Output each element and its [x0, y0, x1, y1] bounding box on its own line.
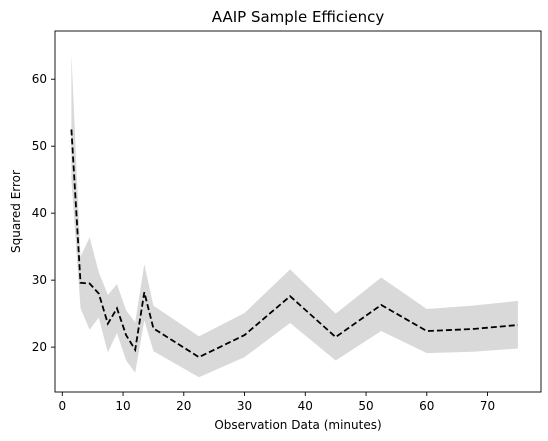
y-tick-label: 30 — [32, 273, 47, 287]
plot-frame — [54, 30, 542, 393]
x-tick-label: 20 — [176, 399, 191, 413]
x-tick-label: 10 — [115, 399, 130, 413]
error-band-layer — [71, 54, 518, 378]
x-tick-label: 50 — [358, 399, 373, 413]
y-axis-ticks: 20 30 40 50 60 — [32, 72, 55, 354]
mean-error-line — [70, 129, 518, 359]
x-tick-label: 40 — [298, 399, 313, 413]
axes — [54, 30, 542, 393]
y-tick-label: 20 — [32, 340, 47, 354]
y-tick-label: 60 — [32, 72, 47, 86]
y-axis-label: Squared Error — [9, 170, 23, 253]
x-tick-label: 60 — [419, 399, 434, 413]
chart-title: AAIP Sample Efficiency — [212, 8, 385, 26]
x-tick-label: 30 — [237, 399, 252, 413]
x-tick-label: 70 — [480, 399, 495, 413]
x-axis-ticks: 0 10 20 30 40 50 60 70 — [58, 392, 495, 413]
error-band — [71, 54, 518, 378]
x-axis-label: Observation Data (minutes) — [214, 418, 381, 432]
y-tick-label: 40 — [32, 206, 47, 220]
mean-line-layer — [70, 129, 518, 359]
x-tick-label: 0 — [58, 399, 66, 413]
y-tick-label: 50 — [32, 139, 47, 153]
